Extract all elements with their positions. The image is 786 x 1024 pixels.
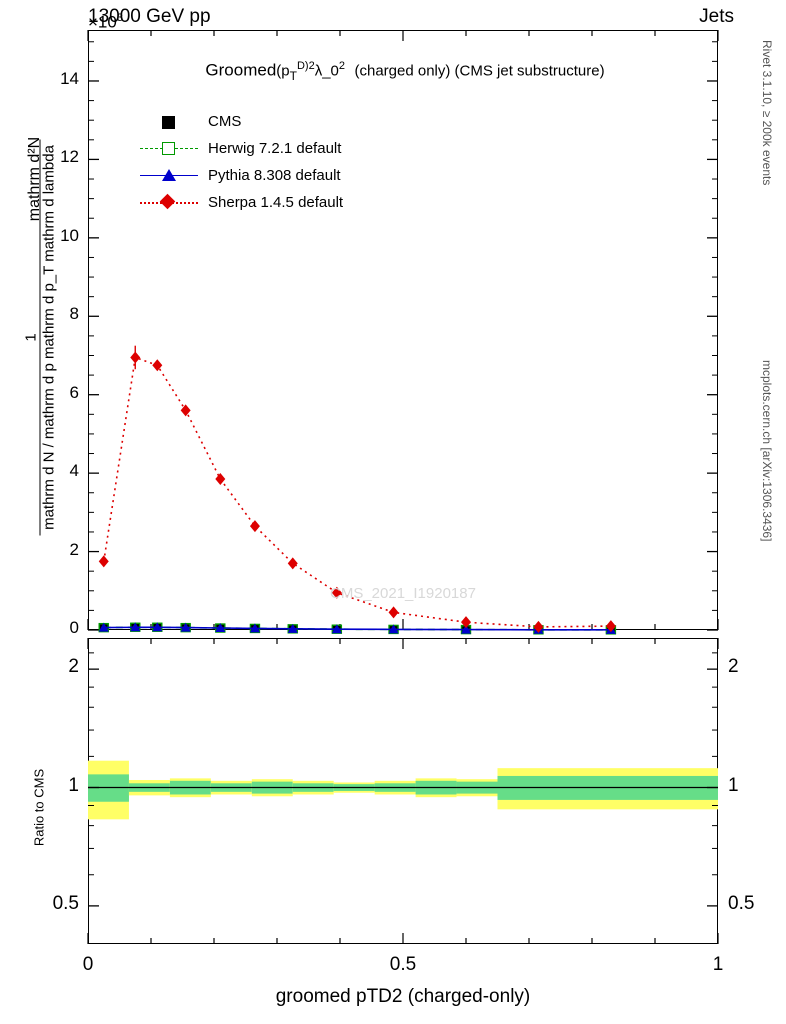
plot-title: Groomed(pTD)2λ_02 (charged only) (CMS je…	[205, 60, 605, 84]
x-axis-title: groomed pTD2 (charged-only)	[275, 986, 531, 1007]
legend-entry-pythia[interactable]: Pythia 8.308 default	[140, 162, 343, 189]
title-sup: D)2	[296, 60, 315, 72]
x-tick-label: 0	[82, 954, 94, 975]
legend-marker-pythia	[140, 166, 198, 186]
legend-marker-herwig	[140, 139, 198, 159]
legend-entry-herwig[interactable]: Herwig 7.2.1 default	[140, 135, 343, 162]
exponent-power: 3	[116, 12, 123, 24]
title-tail: λ_0	[314, 62, 339, 80]
y-tick-label-main: 12	[60, 147, 79, 167]
legend-marker-cms	[140, 112, 198, 132]
title-tail-sup: 2	[338, 60, 346, 72]
exponent-mantissa: ×10	[88, 12, 117, 32]
x-tick-label: 1	[712, 954, 724, 975]
title-suffix: (charged only) (CMS jet substructure)	[354, 62, 605, 80]
y-axis-exponent: ×103	[88, 12, 123, 33]
header-left: 13000 GeV pp	[88, 6, 211, 27]
y-tick-label-ratio-right: 1	[728, 774, 739, 796]
y-tick-label-main: 0	[69, 618, 79, 637]
y-tick-label-main: 2	[69, 539, 79, 559]
header-right: Jets	[699, 6, 734, 27]
legend-label-pythia: Pythia 8.308 default	[208, 167, 341, 184]
y-tick-label-ratio: 2	[68, 656, 79, 678]
arxiv-reference-text: mcplots.cern.ch [arXiv:1306.3436]	[760, 360, 774, 542]
y-tick-label-ratio: 1	[68, 774, 79, 796]
y-tick-label-main: 4	[69, 461, 79, 481]
y-tick-label-ratio: 0.5	[52, 892, 79, 914]
y-tick-label-ratio-right: 2	[728, 656, 739, 678]
square-filled-icon	[162, 115, 175, 129]
rivet-version-text: Rivet 3.1.10, ≥ 200k events	[760, 40, 774, 186]
legend-marker-sherpa	[140, 193, 198, 213]
y-tick-label-main: 8	[69, 304, 79, 324]
legend-label-sherpa: Sherpa 1.4.5 default	[208, 194, 344, 211]
y-tick-label-main: 6	[69, 382, 79, 402]
y-tick-label-ratio-right: 0.5	[728, 892, 755, 914]
x-tick-label: 0.5	[389, 954, 417, 975]
square-open-icon	[162, 141, 175, 155]
legend-label-herwig: Herwig 7.2.1 default	[208, 140, 342, 157]
triangle-filled-icon	[162, 168, 176, 181]
legend-entry-cms[interactable]: CMS	[140, 108, 343, 135]
legend-entry-sherpa[interactable]: Sherpa 1.4.5 default	[140, 189, 343, 216]
title-prefix: Groomed	[205, 60, 277, 80]
y-tick-label-main: 10	[60, 225, 79, 245]
y-tick-label-main: 14	[60, 68, 79, 88]
title-sub: T	[289, 69, 297, 84]
analysis-watermark: CMS_2021_I1920187	[330, 585, 476, 602]
legend: CMS Herwig 7.2.1 default Pythia 8.308 de…	[140, 108, 343, 216]
legend-label-cms: CMS	[208, 113, 242, 130]
